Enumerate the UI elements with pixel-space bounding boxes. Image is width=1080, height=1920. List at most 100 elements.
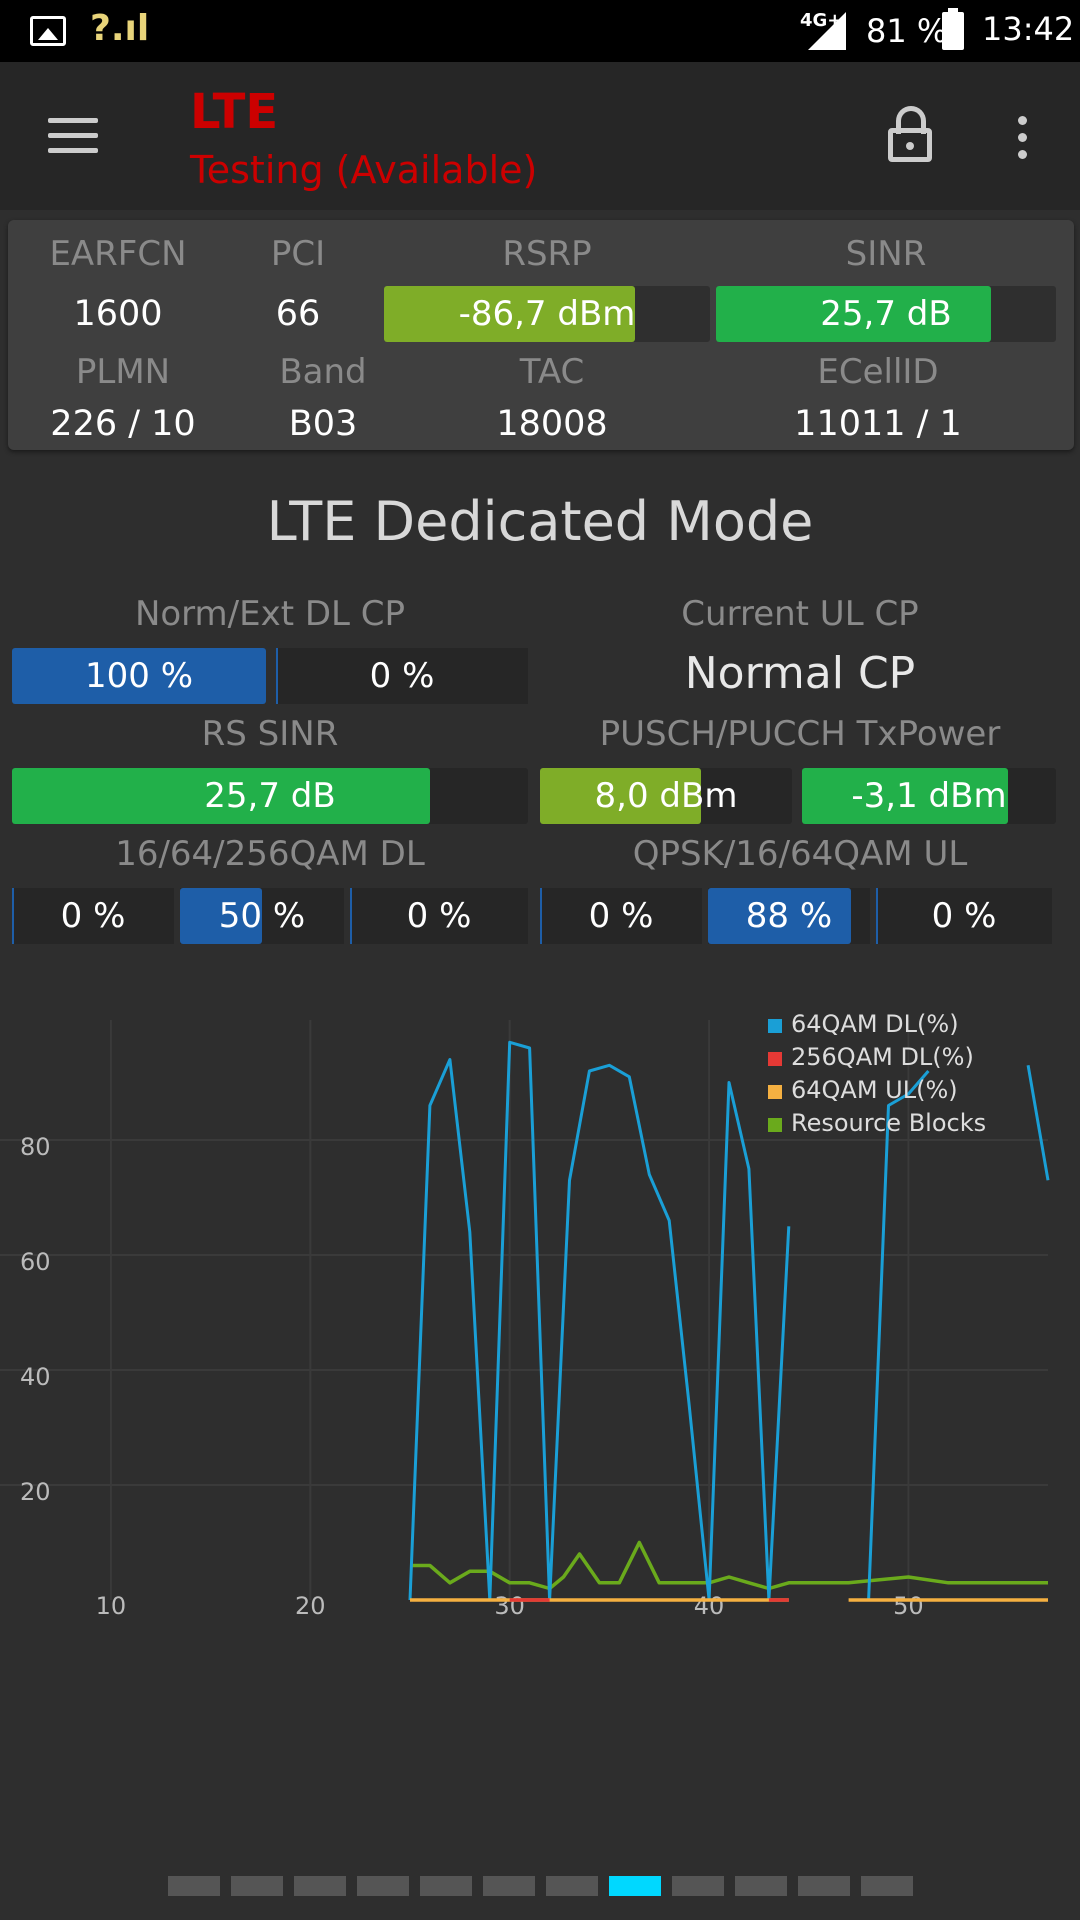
series-line-resource-blocks (410, 1540, 1048, 1591)
rs-sinr-fill (12, 768, 430, 824)
cp-dl-normal-value: 100 % (84, 656, 193, 696)
rs-sinr-label: RS SINR (201, 714, 339, 754)
mode-title: LTE Dedicated Mode (266, 490, 814, 553)
x-tick-label: 30 (494, 1592, 525, 1620)
legend-label: Resource Blocks (791, 1109, 986, 1137)
image-icon (30, 16, 66, 46)
signal-icon: ?.ıl (90, 8, 150, 49)
earfcn-label: EARFCN (49, 234, 187, 274)
sinr-bar-fill (716, 286, 992, 342)
app-bar: LTE Testing (Available) (0, 62, 1080, 210)
page-dot[interactable] (419, 1876, 472, 1896)
page-dot[interactable] (482, 1876, 535, 1896)
rs-sinr-value: 25,7 dB (204, 776, 336, 816)
pucch-fill (802, 768, 1008, 824)
txpower-label: PUSCH/PUCCH TxPower (599, 714, 1001, 754)
cp-ul-value: Normal CP (684, 648, 916, 699)
rsrp-bar-fill (384, 286, 636, 342)
clock: 13:42 (982, 10, 1075, 48)
rsrp-label: RSRP (502, 234, 592, 274)
rs-sinr-bar: 25,7 dB (12, 768, 528, 824)
pci-label: PCI (270, 234, 326, 274)
sinr-value: 25,7 dB (820, 294, 952, 334)
sinr-bar: 25,7 dB (716, 286, 1056, 342)
x-tick-label: 20 (295, 1592, 326, 1620)
cp-ul-label: Current UL CP (681, 594, 919, 634)
page-dot[interactable] (545, 1876, 598, 1896)
legend-swatch (768, 1118, 782, 1132)
qam16-dl-bar: 0 % (12, 888, 174, 944)
qam16-ul-fill (708, 888, 851, 944)
battery-icon (942, 8, 964, 50)
cp-dl-normal-fill (12, 648, 266, 704)
page-dot[interactable] (671, 1876, 724, 1896)
legend-label: 256QAM DL(%) (791, 1043, 974, 1071)
page-dot[interactable] (734, 1876, 787, 1896)
plmn-value: 226 / 10 (50, 404, 196, 444)
page-dot[interactable] (230, 1876, 283, 1896)
battery-percent: 81 % (866, 12, 948, 50)
more-vert-icon[interactable] (1016, 116, 1028, 160)
legend-swatch (768, 1085, 782, 1099)
qam64-ul-value: 0 % (931, 896, 997, 936)
y-tick-label: 20 (20, 1478, 51, 1506)
qam64-ul-bar: 0 % (876, 888, 1052, 944)
y-tick-label: 80 (20, 1133, 51, 1161)
qam16-dl-value: 0 % (60, 896, 126, 936)
cp-dl-normal-bar: 100 % (12, 648, 266, 704)
page-dot[interactable] (608, 1876, 661, 1896)
qpsk-ul-bar: 0 % (540, 888, 702, 944)
lock-open-icon[interactable] (888, 106, 934, 162)
rsrp-bar: -86,7 dBm (384, 286, 710, 342)
series-line-64qam-dl- (867, 1070, 930, 1601)
tac-label: TAC (519, 352, 585, 392)
qam256-dl-bar: 0 % (350, 888, 528, 944)
menu-icon[interactable] (48, 118, 98, 154)
pusch-fill (540, 768, 702, 824)
cell-info-card: EARFCN PCI RSRP SINR 1600 66 -86,7 dBm 2… (8, 220, 1074, 450)
sinr-label: SINR (845, 234, 927, 274)
pusch-value: 8,0 dBm (594, 776, 738, 816)
page-dot[interactable] (167, 1876, 220, 1896)
qam16-ul-bar: 88 % (708, 888, 870, 944)
status-bar: ?.ıl 4G+ 81 % 13:42 (0, 0, 1080, 62)
page-dot[interactable] (293, 1876, 346, 1896)
app-subtitle: Testing (Available) (190, 148, 538, 192)
band-label: Band (279, 352, 367, 392)
qam256-dl-value: 0 % (406, 896, 472, 936)
x-tick-label: 50 (893, 1592, 924, 1620)
legend-swatch (768, 1052, 782, 1066)
pusch-bar: 8,0 dBm (540, 768, 792, 824)
qam64-dl-bar: 50 % (180, 888, 344, 944)
series-line-64qam-dl- (408, 1040, 791, 1602)
page-dot[interactable] (797, 1876, 850, 1896)
earfcn-value: 1600 (73, 294, 163, 334)
cp-dl-extended-value: 0 % (369, 656, 435, 696)
pucch-value: -3,1 dBm (851, 776, 1007, 816)
qam-ul-label: QPSK/16/64QAM UL (632, 834, 968, 874)
series-line-64qam-dl- (1026, 1065, 1050, 1181)
legend-label: 64QAM DL(%) (791, 1010, 959, 1038)
band-value: B03 (288, 404, 358, 444)
y-tick-label: 60 (20, 1248, 51, 1276)
ecellid-value: 11011 / 1 (794, 404, 962, 444)
rsrp-value: -86,7 dBm (458, 294, 636, 334)
qam64-dl-value: 50 % (218, 896, 306, 936)
network-signal-icon (808, 12, 846, 50)
page-dot[interactable] (860, 1876, 913, 1896)
legend-label: 64QAM UL(%) (791, 1076, 958, 1104)
x-tick-label: 10 (96, 1592, 127, 1620)
page-dot[interactable] (356, 1876, 409, 1896)
qpsk-ul-value: 0 % (588, 896, 654, 936)
qam-dl-label: 16/64/256QAM DL (115, 834, 425, 874)
app-title: LTE (190, 84, 279, 140)
pci-value: 66 (275, 294, 321, 334)
qam16-ul-value: 88 % (745, 896, 833, 936)
legend-swatch (768, 1019, 782, 1033)
tac-value: 18008 (496, 404, 608, 444)
page-indicator[interactable] (0, 1876, 1080, 1896)
qam64-dl-fill (180, 888, 262, 944)
plmn-label: PLMN (75, 352, 171, 392)
cp-dl-extended-bar: 0 % (276, 648, 528, 704)
